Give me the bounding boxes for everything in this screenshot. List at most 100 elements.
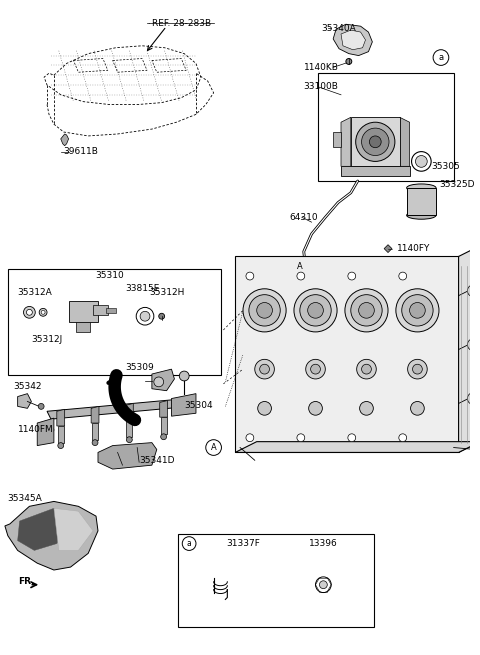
Circle shape [399,272,407,280]
Circle shape [356,122,395,161]
Circle shape [409,303,425,318]
Polygon shape [235,257,458,453]
Text: 35309: 35309 [126,363,155,371]
Circle shape [48,427,54,433]
Polygon shape [76,322,90,332]
Text: 1140FM: 1140FM [18,425,53,434]
Circle shape [412,364,422,374]
Polygon shape [152,369,174,390]
Text: 35312A: 35312A [17,288,52,297]
Text: 64310: 64310 [289,213,318,222]
Polygon shape [384,245,392,253]
Text: 13396: 13396 [309,539,338,548]
Polygon shape [54,508,93,550]
Circle shape [312,288,322,297]
Polygon shape [37,418,54,445]
Circle shape [255,360,275,379]
Circle shape [38,403,44,409]
Circle shape [370,136,381,147]
Circle shape [357,360,376,379]
Polygon shape [106,309,116,313]
Polygon shape [69,301,98,322]
Text: 35312J: 35312J [31,335,63,345]
Polygon shape [235,441,480,453]
Circle shape [136,307,154,325]
Polygon shape [93,305,108,315]
Circle shape [319,581,327,589]
Ellipse shape [407,184,436,192]
Text: a: a [438,53,444,62]
Polygon shape [57,409,65,426]
Text: 1140FY: 1140FY [397,244,430,253]
Circle shape [468,285,479,297]
Text: 35305: 35305 [431,162,460,171]
Polygon shape [458,246,480,453]
Circle shape [315,577,331,593]
Text: 35310: 35310 [96,271,124,280]
Circle shape [294,289,337,332]
Circle shape [361,364,372,374]
Polygon shape [18,394,31,408]
Text: 35304: 35304 [184,401,213,410]
Circle shape [140,311,150,321]
Circle shape [306,360,325,379]
Circle shape [161,434,167,440]
Circle shape [246,434,254,441]
Circle shape [92,440,98,445]
Circle shape [410,402,424,415]
Text: A: A [211,443,216,452]
Circle shape [411,151,431,171]
Bar [318,73,454,181]
Circle shape [39,309,47,316]
Circle shape [154,377,164,387]
Circle shape [468,392,479,404]
Text: 31337F: 31337F [226,539,260,548]
Circle shape [408,360,427,379]
Polygon shape [98,443,157,469]
Circle shape [26,309,32,315]
Circle shape [399,434,407,441]
Circle shape [468,339,479,350]
Text: 33815E: 33815E [125,284,159,293]
Circle shape [258,402,271,415]
Text: A: A [297,262,303,271]
Circle shape [346,58,352,64]
Polygon shape [58,426,64,443]
Polygon shape [47,398,190,419]
Circle shape [260,364,269,374]
Text: 35341D: 35341D [139,456,175,465]
Circle shape [359,303,374,318]
Circle shape [361,128,389,155]
Polygon shape [5,502,98,570]
Polygon shape [125,403,133,420]
Circle shape [360,402,373,415]
Ellipse shape [407,212,436,219]
Polygon shape [161,417,167,434]
Text: 35342: 35342 [13,383,42,391]
Polygon shape [341,117,351,166]
Circle shape [24,307,35,318]
Polygon shape [341,30,365,50]
Circle shape [311,364,321,374]
Bar [179,534,374,627]
Text: 33100B: 33100B [304,83,338,92]
Circle shape [297,434,305,441]
Text: 35340A: 35340A [322,24,356,33]
Text: 35325D: 35325D [439,180,475,189]
Polygon shape [171,394,196,416]
Bar [8,269,221,375]
Polygon shape [92,423,98,440]
Polygon shape [61,134,69,145]
Circle shape [243,289,286,332]
Polygon shape [341,166,409,176]
Polygon shape [400,117,409,166]
Polygon shape [351,117,400,166]
Circle shape [308,303,324,318]
Circle shape [246,272,254,280]
Polygon shape [333,132,341,147]
Circle shape [396,289,439,332]
Circle shape [309,402,323,415]
Text: FR.: FR. [18,577,34,586]
Circle shape [416,155,427,167]
Polygon shape [407,188,436,215]
